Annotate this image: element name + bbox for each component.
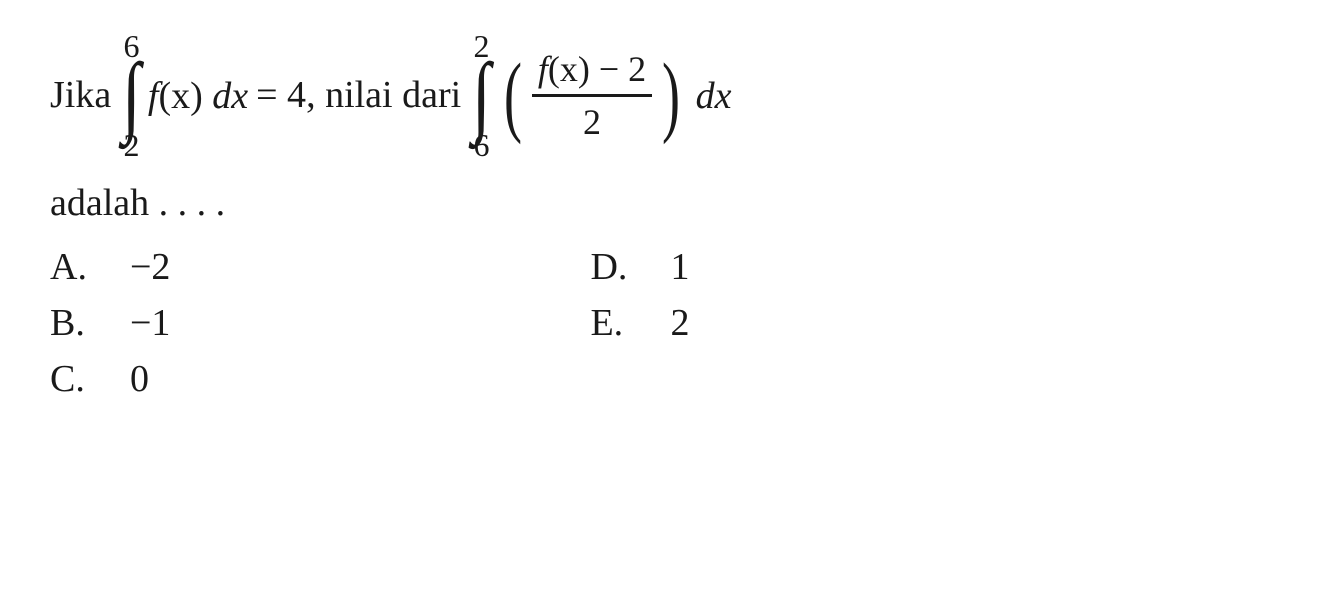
integral-symbol-icon: ∫	[472, 64, 490, 127]
integral-2-integrand: ( f(x) − 2 2 ) dx	[498, 48, 732, 143]
options-container: A. −2 B. −1 C. 0 D. 1 E. 2	[50, 245, 1269, 401]
integral-1-integrand: f(x) dx	[148, 74, 248, 118]
right-paren-icon: )	[662, 62, 680, 130]
dx-1: dx	[212, 74, 248, 118]
dx-2: dx	[696, 74, 732, 118]
fx-f: f	[148, 74, 159, 118]
equals-four: = 4	[256, 73, 306, 119]
option-b-value: −1	[130, 301, 170, 345]
option-d-value: 1	[670, 245, 689, 289]
option-b-letter: B.	[50, 301, 110, 345]
options-column-left: A. −2 B. −1 C. 0	[50, 245, 170, 401]
num-rest: (x) − 2	[548, 49, 646, 89]
option-e-letter: E.	[590, 301, 650, 345]
option-d-letter: D.	[590, 245, 650, 289]
fraction: f(x) − 2 2	[532, 48, 652, 143]
option-c: C. 0	[50, 357, 170, 401]
text-adalah: adalah . . . .	[50, 181, 1269, 225]
integral-symbol-icon: ∫	[122, 64, 140, 127]
fraction-numerator: f(x) − 2	[532, 48, 652, 97]
left-paren-icon: (	[504, 62, 522, 130]
integral-1: 6 ∫ 2 f(x) dx	[119, 30, 248, 161]
option-c-value: 0	[130, 357, 149, 401]
option-a-letter: A.	[50, 245, 110, 289]
fraction-denominator: 2	[583, 97, 601, 143]
option-d: D. 1	[590, 245, 689, 289]
option-e-value: 2	[670, 301, 689, 345]
text-jika: Jika	[50, 73, 111, 119]
integral-2-sign: 2 ∫ 6	[469, 30, 494, 161]
option-a: A. −2	[50, 245, 170, 289]
option-c-letter: C.	[50, 357, 110, 401]
option-e: E. 2	[590, 301, 689, 345]
text-nilai-dari: , nilai dari	[306, 73, 461, 119]
question-main-line: Jika 6 ∫ 2 f(x) dx = 4 , nilai dari 2 ∫ …	[50, 30, 1269, 161]
options-column-right: D. 1 E. 2	[590, 245, 689, 401]
num-f: f	[538, 49, 548, 89]
option-a-value: −2	[130, 245, 170, 289]
option-b: B. −1	[50, 301, 170, 345]
integral-1-sign: 6 ∫ 2	[119, 30, 144, 161]
integral-2: 2 ∫ 6 ( f(x) − 2 2 ) dx	[469, 30, 731, 161]
fraction-group: ( f(x) − 2 2 )	[498, 48, 686, 143]
fx-paren: (x)	[158, 74, 202, 118]
